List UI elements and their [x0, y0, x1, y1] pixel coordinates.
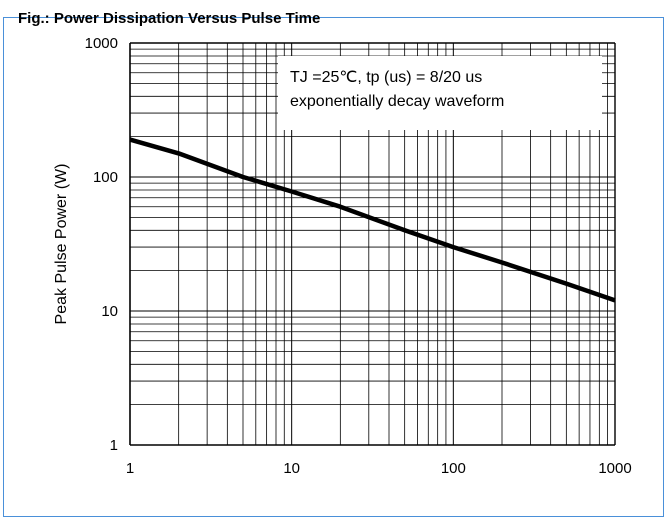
x-tick-labels: 1 10 100 1000: [126, 460, 632, 477]
y-tick-label: 1: [110, 437, 118, 454]
y-axis-label: Peak Pulse Power (W): [53, 164, 70, 325]
x-tick-label: 10: [283, 460, 300, 477]
y-tick-label: 10: [101, 303, 118, 320]
y-tick-labels: 1 10 100 1000: [85, 35, 118, 454]
annotation-box: TJ =25℃, tp (us) = 8/20 us exponentially…: [278, 56, 602, 130]
y-tick-label: 1000: [85, 35, 118, 52]
chart-area: TJ =25℃, tp (us) = 8/20 us exponentially…: [0, 0, 669, 485]
y-tick-label: 100: [93, 169, 118, 186]
x-tick-label: 1000: [598, 460, 631, 477]
annotation-line-1: TJ =25℃, tp (us) = 8/20 us: [290, 69, 482, 86]
x-tick-label: 1: [126, 460, 134, 477]
x-tick-label: 100: [441, 460, 466, 477]
annotation-line-2: exponentially decay waveform: [290, 93, 504, 110]
